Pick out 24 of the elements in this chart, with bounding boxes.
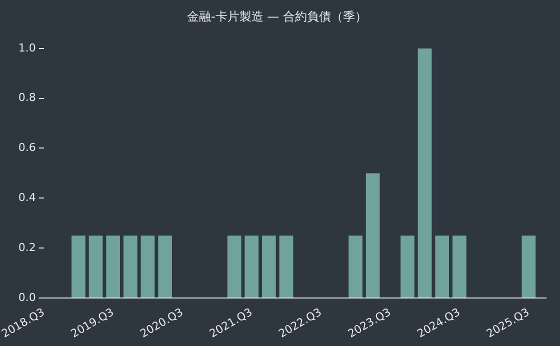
chart-title: 金融-卡片製造 — 合約負債（季） xyxy=(187,9,367,24)
bar xyxy=(262,236,276,298)
bar xyxy=(227,236,242,298)
bar xyxy=(435,236,450,298)
bar xyxy=(72,236,86,298)
y-tick-label: 0.2 xyxy=(18,240,36,254)
bar xyxy=(418,48,432,298)
bar xyxy=(400,236,414,298)
bar xyxy=(158,236,172,298)
y-tick-label: 0.0 xyxy=(18,290,36,304)
bar xyxy=(106,236,120,298)
bar xyxy=(140,236,155,298)
y-tick-label: 1.0 xyxy=(18,41,36,54)
y-tick-label: 0.4 xyxy=(18,191,36,204)
bar xyxy=(452,236,466,298)
bar xyxy=(88,236,103,298)
y-tick-label: 0.6 xyxy=(18,141,36,154)
bar xyxy=(366,173,380,298)
bar xyxy=(123,236,138,298)
y-tick-label: 0.8 xyxy=(18,91,36,104)
bar xyxy=(348,236,362,298)
bar xyxy=(244,236,259,298)
bar xyxy=(522,236,536,298)
bar xyxy=(279,236,294,298)
